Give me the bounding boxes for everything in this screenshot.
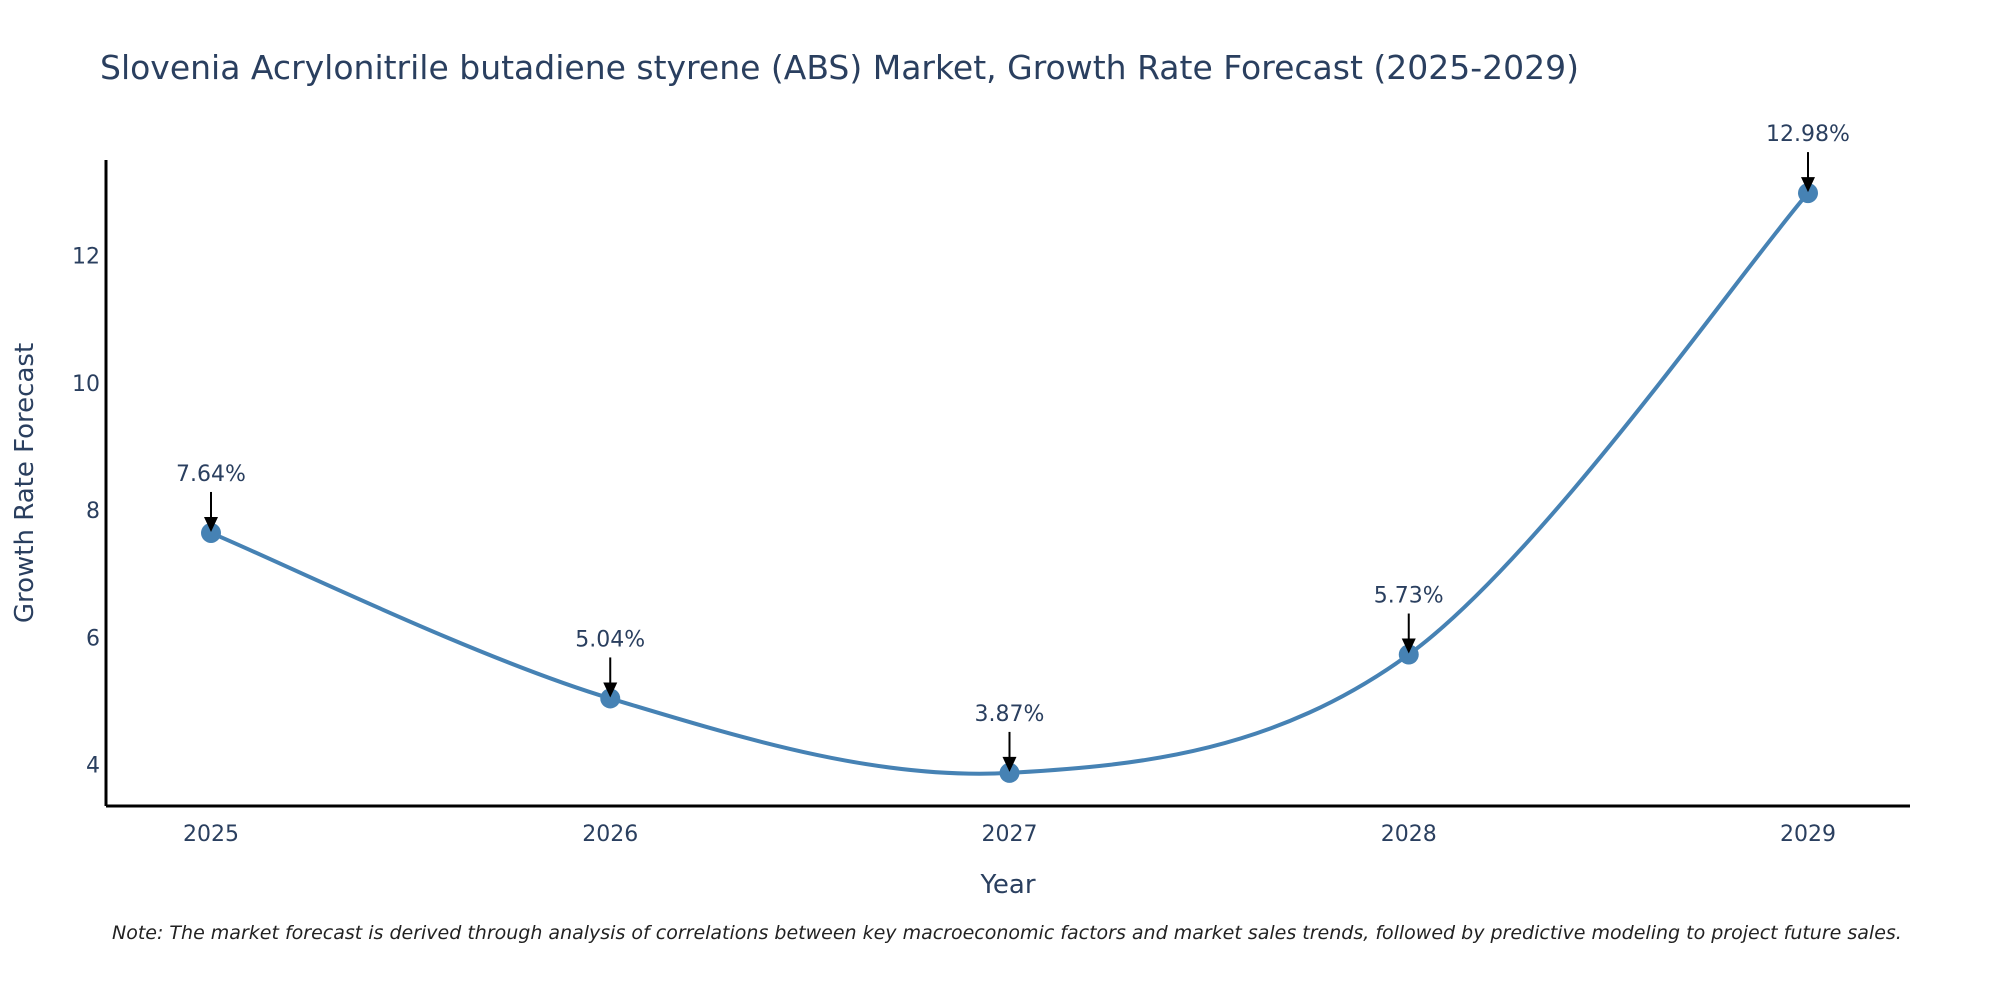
data-label: 12.98% [1766,122,1850,147]
series-markers [201,183,1818,783]
y-tick-label: 8 [86,499,100,524]
y-tick-label: 4 [86,754,100,779]
x-tick-label: 2028 [1381,822,1437,847]
data-point[interactable] [600,688,621,709]
chart-title: Slovenia Acrylonitrile butadiene styrene… [100,48,1579,87]
annotation-arrow-head [1002,756,1017,772]
annotation-arrow-head [1801,177,1815,193]
data-label: 5.73% [1374,584,1444,609]
x-tick-label: 2029 [1780,822,1836,847]
chart-note: Note: The market forecast is derived thr… [112,922,1902,944]
axes-group [104,160,1910,808]
data-point[interactable] [1398,644,1419,665]
x-tick-labels: 2025 2026 2027 2028 2029 [183,822,1836,847]
y-tick-label: 6 [86,626,100,651]
annotation-arrow-head [204,516,218,532]
data-label: 3.87% [975,702,1045,727]
data-label: 5.04% [575,627,645,652]
y-tick-label: 10 [72,372,100,397]
data-point[interactable] [1798,183,1818,204]
y-tick-label: 12 [72,244,100,269]
x-axis-title: Year [979,870,1035,900]
data-label: 7.64% [176,462,246,487]
y-tick-labels: 4 6 8 10 12 [72,244,100,778]
data-point[interactable] [999,762,1020,783]
series-line [210,191,1810,776]
series-line-group [210,191,1810,776]
x-tick-label: 2027 [982,822,1038,847]
annotation-arrow-head [1401,638,1416,654]
x-tick-label: 2026 [582,822,638,847]
annotation-arrow-head [603,682,618,698]
y-axis-title: Growth Rate Forecast [10,343,40,623]
data-point[interactable] [201,522,221,543]
data-annotations: 7.64% 5.04% 3.87% 5.73% 12.98% [176,122,1850,772]
x-tick-label: 2025 [183,822,239,847]
